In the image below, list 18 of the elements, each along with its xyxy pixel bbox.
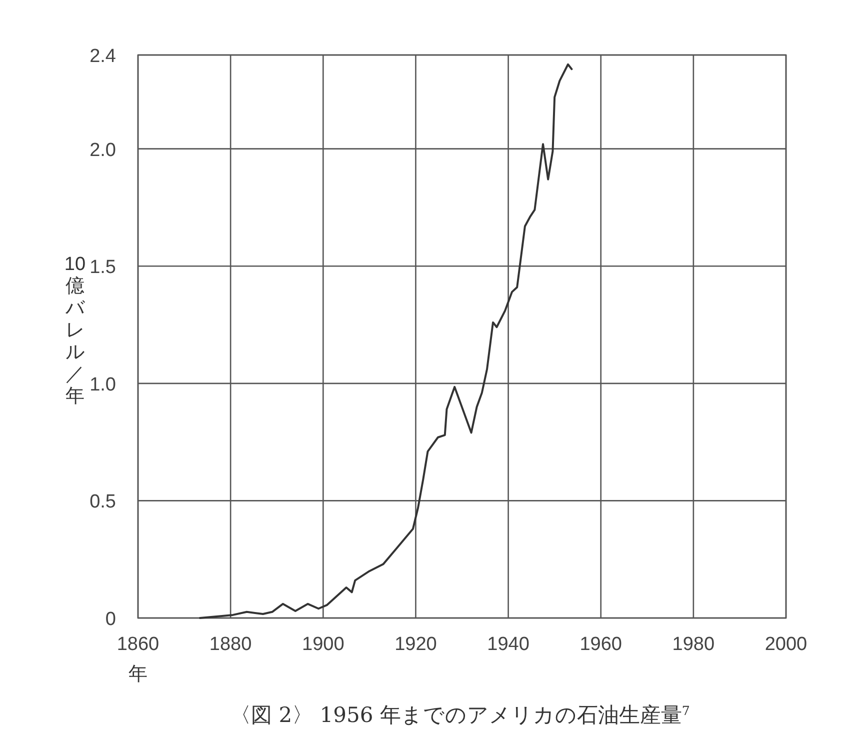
x-tick-label: 1880 [209, 634, 252, 655]
y-tick-label: 2.0 [90, 140, 116, 161]
y-tick-label: 2.4 [90, 46, 116, 67]
x-tick-label: 1900 [302, 634, 344, 655]
x-tick-label: 1960 [580, 634, 622, 655]
line-series [199, 63, 573, 619]
x-tick-label: 1920 [394, 634, 437, 655]
y-tick-label: 0.5 [90, 492, 116, 513]
text: 〈図 2〉 1956 年までのアメリカの石油生産量$^{7}$ [230, 702, 690, 727]
y-tick-label: 1.5 [90, 257, 116, 278]
y-axis-title: 10億バレル／年 [64, 254, 86, 407]
y-tick-label: 1.0 [90, 374, 116, 396]
x-axis-title: 年 [128, 664, 148, 685]
x-tick-label: 2000 [764, 634, 808, 655]
x-tick-label: 1940 [487, 634, 530, 655]
x-tick-label: 1860 [116, 634, 160, 655]
y-tick-label: 0 [105, 609, 116, 630]
x-tick-label: 1980 [672, 634, 715, 655]
